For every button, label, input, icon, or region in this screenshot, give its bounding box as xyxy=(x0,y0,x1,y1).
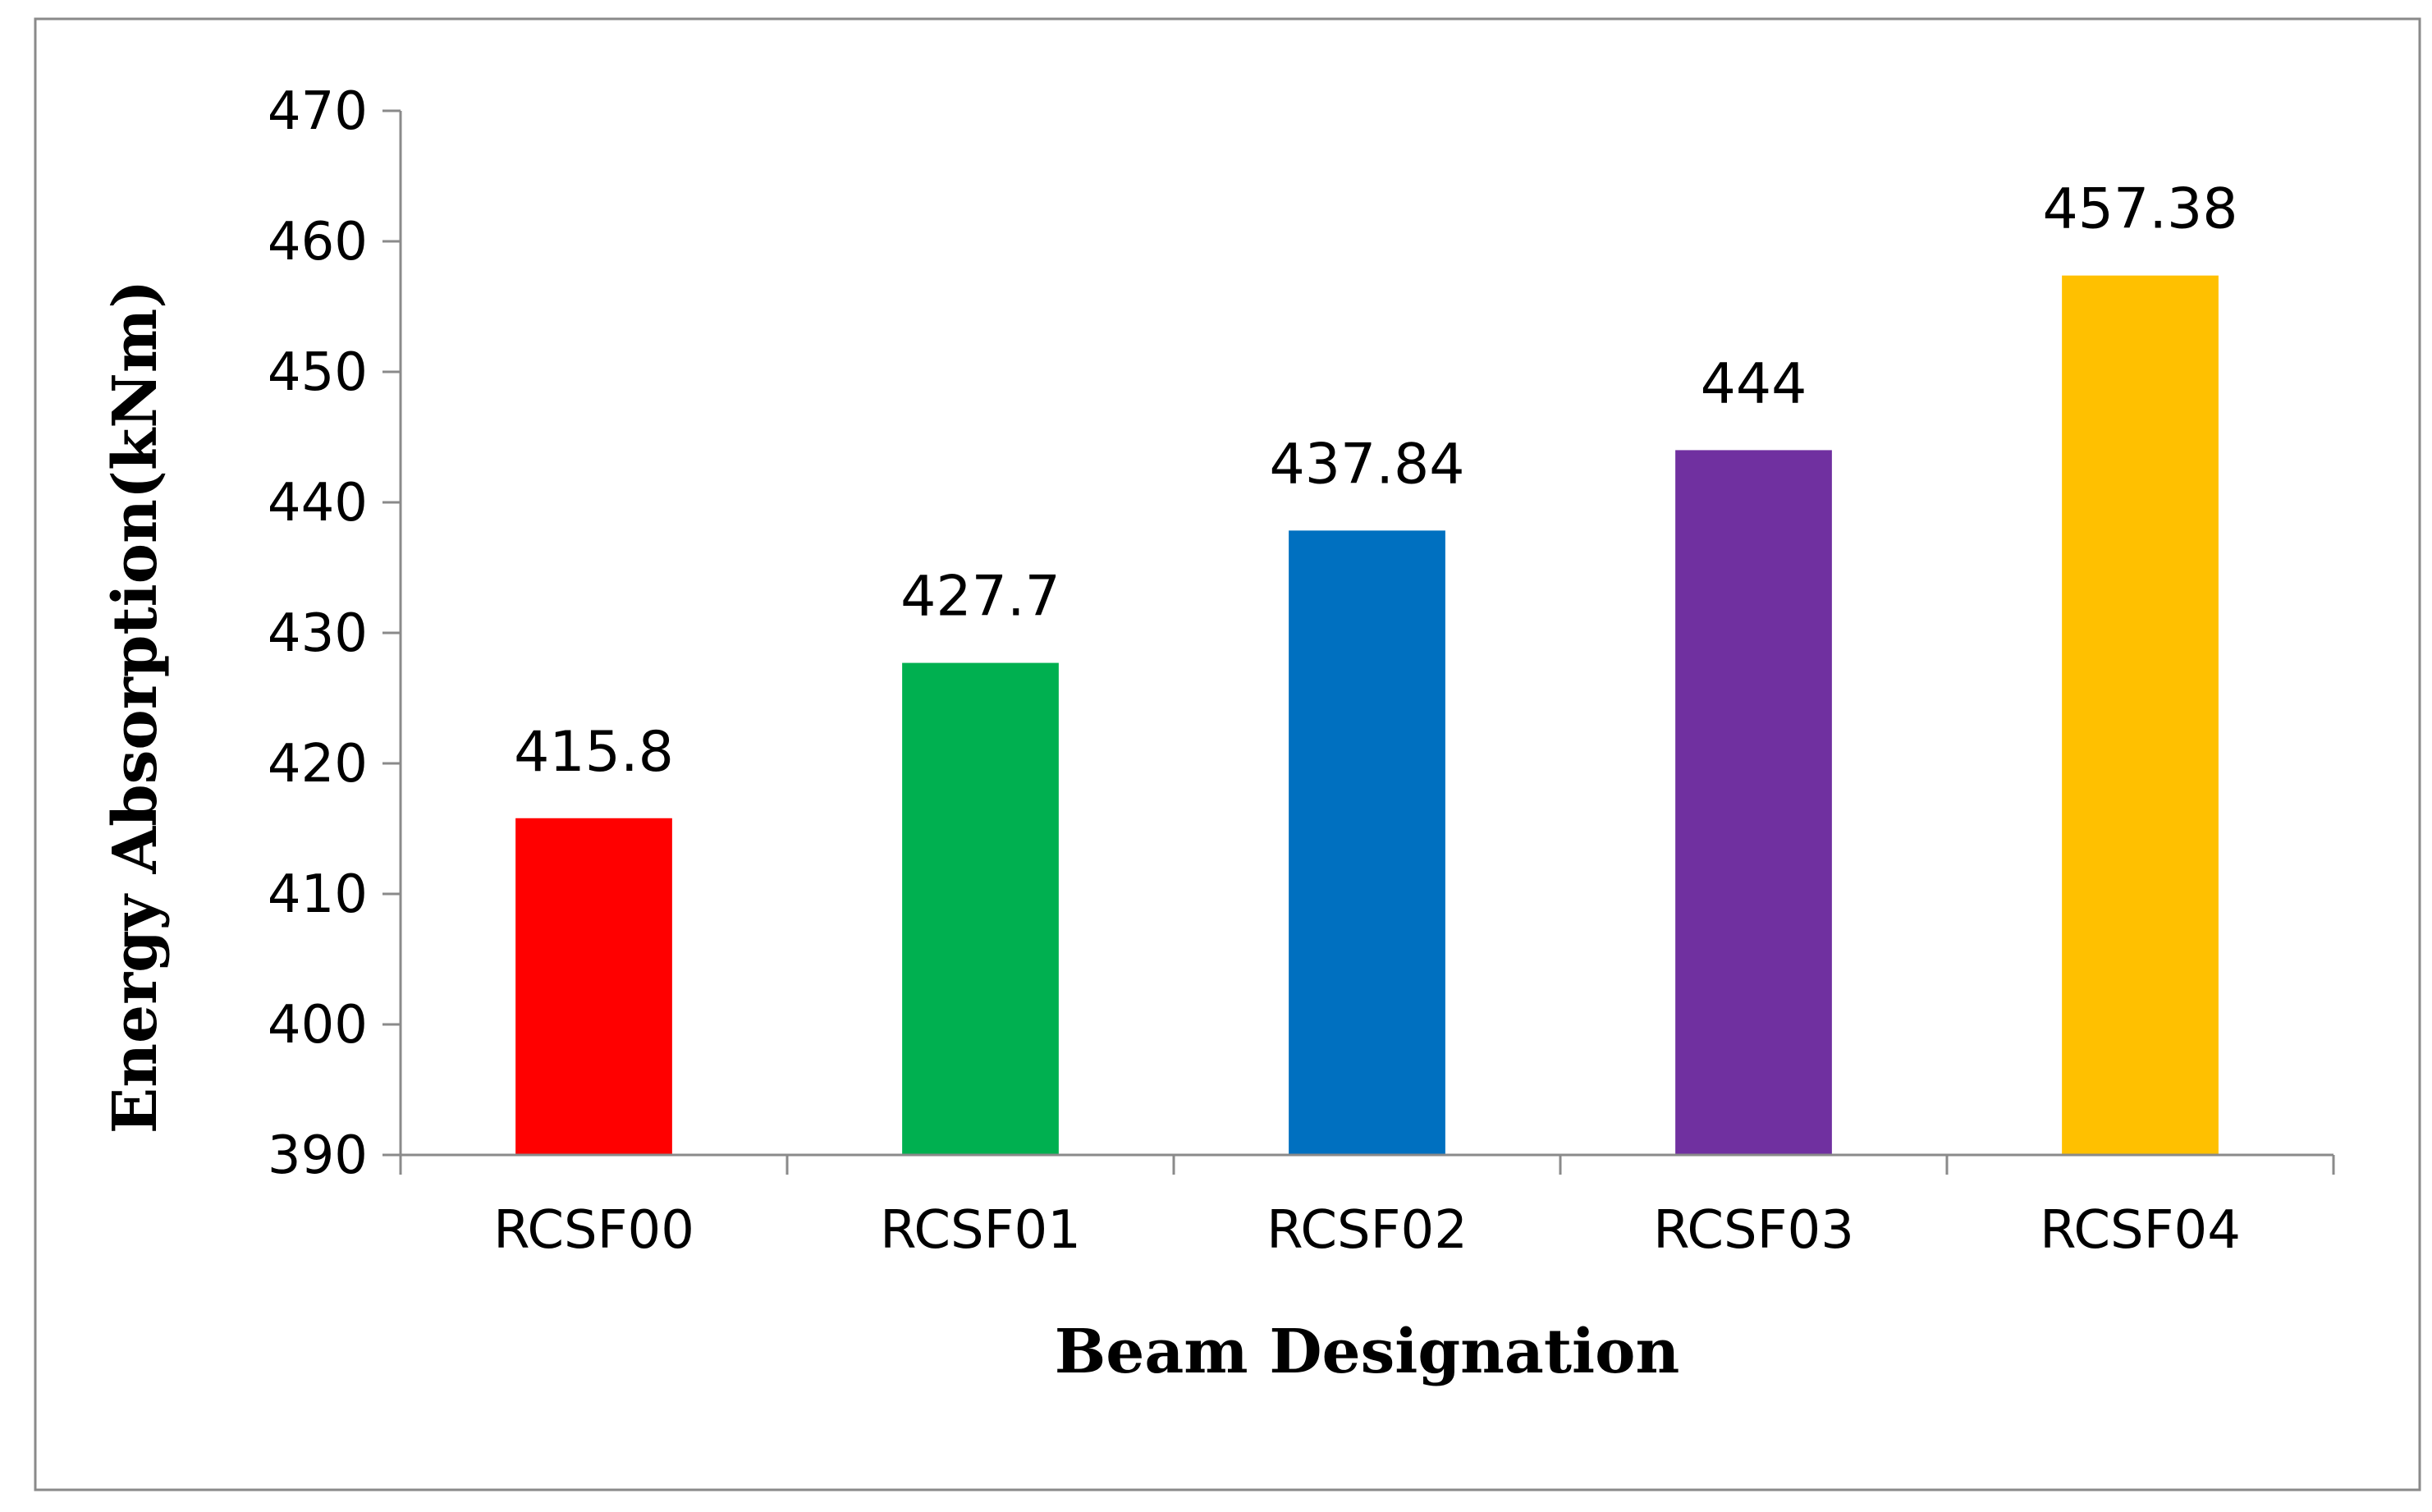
x-tick-label-rcsf00: RCSF00 xyxy=(493,1200,694,1261)
bar-series xyxy=(515,275,2219,1156)
bar-rcsf03 xyxy=(1675,450,1832,1155)
bar-value-label-rcsf04: 457.38 xyxy=(2043,177,2238,242)
y-axis-ticks: 390 400 410 420 430 440 450 460 470 xyxy=(268,81,401,1186)
chart-frame xyxy=(34,17,2421,1491)
y-tick-label: 450 xyxy=(268,342,368,403)
y-tick-label: 460 xyxy=(268,212,368,273)
y-tick-label: 420 xyxy=(268,734,368,795)
bar-value-label-rcsf03: 444 xyxy=(1701,351,1807,416)
y-tick-label: 470 xyxy=(268,81,368,142)
bar-rcsf02 xyxy=(1289,530,1445,1155)
y-tick-label: 440 xyxy=(268,473,368,534)
x-tick-label-rcsf02: RCSF02 xyxy=(1266,1200,1468,1261)
y-axis-title: Energy Absorption(kNm) xyxy=(100,280,171,1134)
y-tick-label: 390 xyxy=(268,1125,368,1186)
bar-value-label-rcsf01: 427.7 xyxy=(900,565,1060,630)
x-tick-label-rcsf03: RCSF03 xyxy=(1653,1200,1854,1261)
x-axis-title: Beam Designation xyxy=(1055,1317,1680,1387)
x-tick-label-rcsf01: RCSF01 xyxy=(880,1200,1081,1261)
bar-value-labels: 415.8 427.7 437.84 444 457.38 xyxy=(514,177,2237,785)
bar-value-label-rcsf02: 437.84 xyxy=(1270,432,1465,497)
x-axis-ticks: RCSF00 RCSF01 RCSF02 RCSF03 RCSF04 xyxy=(399,1155,2335,1261)
y-tick-label: 400 xyxy=(268,995,368,1056)
bar-rcsf00 xyxy=(515,818,672,1155)
bar-value-label-rcsf00: 415.8 xyxy=(514,720,674,785)
y-tick-label: 410 xyxy=(268,864,368,925)
y-tick-label: 430 xyxy=(268,603,368,664)
bar-rcsf01 xyxy=(902,662,1059,1155)
x-tick-label-rcsf04: RCSF04 xyxy=(2040,1200,2241,1261)
bar-rcsf04 xyxy=(2062,275,2219,1156)
